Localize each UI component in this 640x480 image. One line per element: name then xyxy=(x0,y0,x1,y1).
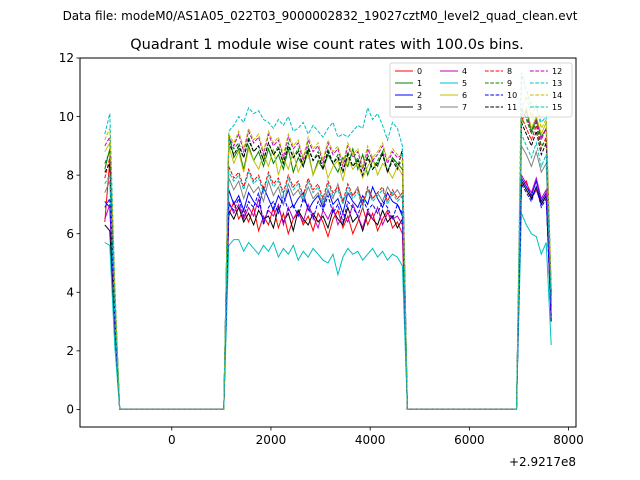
series-layer xyxy=(104,72,552,410)
y-axis: 0 2 4 6 8 10 12 xyxy=(59,51,80,417)
series-line-1 xyxy=(104,109,552,410)
y-tick-label: 0 xyxy=(66,403,74,417)
y-tick-label: 12 xyxy=(59,51,74,65)
series-line-7 xyxy=(104,144,552,410)
legend-label-11: 11 xyxy=(507,103,517,112)
series-line-15 xyxy=(104,133,552,410)
legend-label-0: 0 xyxy=(417,67,422,76)
series-line-14 xyxy=(104,94,552,410)
legend-label-1: 1 xyxy=(417,79,422,88)
legend-label-6: 6 xyxy=(462,91,467,100)
legend-label-5: 5 xyxy=(462,79,467,88)
x-tick-label: 2000 xyxy=(256,433,287,447)
y-tick-label: 2 xyxy=(66,344,74,358)
y-tick-label: 8 xyxy=(66,168,74,182)
legend-label-13: 13 xyxy=(552,79,562,88)
x-offset-label: +2.9217e8 xyxy=(509,455,576,469)
legend-label-10: 10 xyxy=(507,91,517,100)
series-line-0 xyxy=(104,160,552,410)
x-tick-label: 4000 xyxy=(355,433,386,447)
series-line-13 xyxy=(104,72,552,410)
series-line-12 xyxy=(104,112,552,410)
x-tick-label: 0 xyxy=(168,433,176,447)
x-tick-label: 8000 xyxy=(553,433,584,447)
y-tick-label: 6 xyxy=(66,227,74,241)
x-tick-label: 6000 xyxy=(454,433,485,447)
series-line-10 xyxy=(104,182,552,410)
series-line-5 xyxy=(104,213,552,410)
legend-label-15: 15 xyxy=(552,103,562,112)
legend-label-7: 7 xyxy=(462,103,467,112)
series-line-3 xyxy=(104,179,552,410)
legend-frame xyxy=(389,62,573,118)
legend-label-12: 12 xyxy=(552,67,562,76)
y-tick-label: 10 xyxy=(59,110,74,124)
chart-title: Quadrant 1 module wise count rates with … xyxy=(130,37,524,53)
y-tick-label: 4 xyxy=(66,285,74,299)
x-axis: 0 2000 4000 6000 8000 xyxy=(168,427,584,447)
legend-label-9: 9 xyxy=(507,79,512,88)
legend-label-3: 3 xyxy=(417,103,422,112)
series-line-2 xyxy=(104,176,552,410)
legend-label-4: 4 xyxy=(462,67,467,76)
axes-frame xyxy=(79,57,577,428)
legend-label-2: 2 xyxy=(417,91,422,100)
legend-label-8: 8 xyxy=(507,67,512,76)
series-line-4 xyxy=(104,173,552,410)
series-line-11 xyxy=(104,122,552,410)
data-file-label: Data file: modeM0/AS1A05_022T03_90000028… xyxy=(63,9,578,23)
legend-label-14: 14 xyxy=(552,91,562,100)
